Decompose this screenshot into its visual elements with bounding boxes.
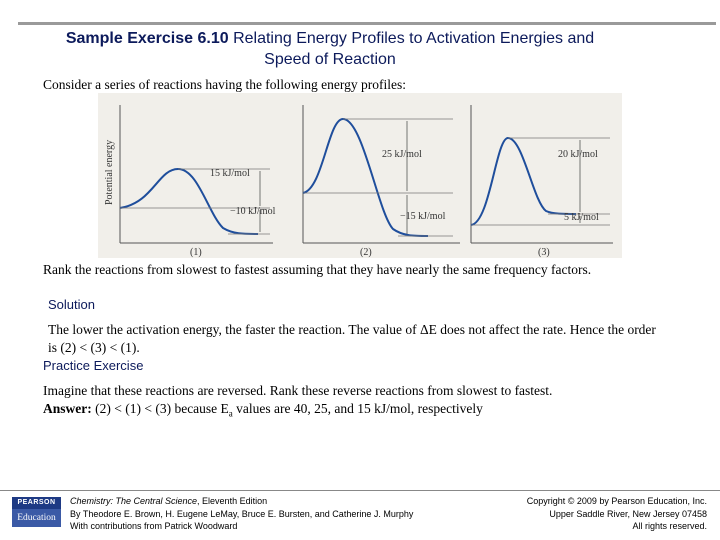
book-title: Chemistry: The Central Science bbox=[70, 496, 198, 506]
panel-3-ea-label: 20 kJ/mol bbox=[558, 149, 598, 160]
publisher-address: Upper Saddle River, New Jersey 07458 bbox=[549, 508, 707, 519]
answer-label: Answer: bbox=[43, 401, 92, 416]
question-text: Rank the reactions from slowest to faste… bbox=[43, 262, 592, 277]
logo-bottom-text: Education bbox=[17, 513, 56, 523]
answer-subscript: a bbox=[228, 408, 233, 419]
panel-3-number: (3) bbox=[538, 247, 550, 258]
panel-3-curve bbox=[470, 136, 577, 226]
practice-text: Imagine that these reactions are reverse… bbox=[43, 382, 683, 423]
book-contributions: With contributions from Patrick Woodward bbox=[70, 521, 238, 531]
title-rest: Relating Energy Profiles to Activation E… bbox=[233, 30, 595, 47]
answer-part1: (2) < (1) < (3) because E bbox=[91, 401, 229, 416]
delta-symbol: Δ bbox=[419, 322, 429, 337]
panel-1-ea-label: 15 kJ/mol bbox=[210, 168, 250, 179]
footer-divider bbox=[0, 490, 720, 491]
panel-1-number: (1) bbox=[190, 247, 202, 258]
top-divider bbox=[18, 22, 716, 25]
y-axis-label: Potential energy bbox=[104, 140, 115, 205]
panel-1-de-label: −10 kJ/mol bbox=[230, 206, 276, 217]
practice-question: Imagine that these reactions are reverse… bbox=[43, 383, 553, 398]
panel-3: 20 kJ/mol 5 kJ/mol (3) bbox=[470, 105, 613, 258]
pearson-logo: PEARSON Education bbox=[12, 497, 61, 527]
solution-text-before: The lower the activation energy, the fas… bbox=[48, 322, 420, 337]
book-authors: By Theodore E. Brown, H. Eugene LeMay, B… bbox=[70, 508, 414, 519]
energy-profiles-figure: Potential energy 15 kJ/mol −10 kJ/mol (1… bbox=[98, 93, 622, 258]
logo-top-text: PEARSON bbox=[12, 497, 61, 509]
panel-2-number: (2) bbox=[360, 247, 372, 258]
panel-2-curve bbox=[302, 117, 429, 237]
energy-profiles-svg: Potential energy 15 kJ/mol −10 kJ/mol (1… bbox=[104, 105, 613, 258]
title-line2: Speed of Reaction bbox=[264, 51, 396, 68]
footer-citation: Chemistry: The Central Science, Eleventh… bbox=[70, 495, 413, 533]
solution-text-after: E does not affect the rate. Hence the or… bbox=[48, 322, 656, 355]
rights-text: All rights reserved. bbox=[632, 521, 707, 531]
solution-text: The lower the activation energy, the fas… bbox=[48, 321, 668, 357]
footer-copyright: Copyright © 2009 by Pearson Education, I… bbox=[527, 495, 707, 533]
copyright-text: Copyright © 2009 by Pearson Education, I… bbox=[526, 496, 707, 506]
intro-text: Consider a series of reactions having th… bbox=[43, 77, 407, 92]
panel-1: 15 kJ/mol −10 kJ/mol (1) bbox=[119, 105, 276, 258]
solution-heading: Solution bbox=[48, 297, 95, 312]
panel-2-ea-label: 25 kJ/mol bbox=[382, 149, 422, 160]
panel-1-curve bbox=[119, 167, 259, 235]
page-title: Sample Exercise 6.10 Relating Energy Pro… bbox=[0, 28, 660, 70]
answer-part2: values are 40, 25, and 15 kJ/mol, respec… bbox=[232, 401, 483, 416]
title-bold: Sample Exercise 6.10 bbox=[65, 30, 229, 47]
panel-3-de-label: 5 kJ/mol bbox=[564, 212, 599, 223]
panel-2: 25 kJ/mol −15 kJ/mol (2) bbox=[302, 105, 460, 258]
practice-heading: Practice Exercise bbox=[43, 358, 144, 373]
panel-2-de-label: −15 kJ/mol bbox=[400, 211, 446, 222]
book-edition: , Eleventh Edition bbox=[197, 496, 268, 506]
